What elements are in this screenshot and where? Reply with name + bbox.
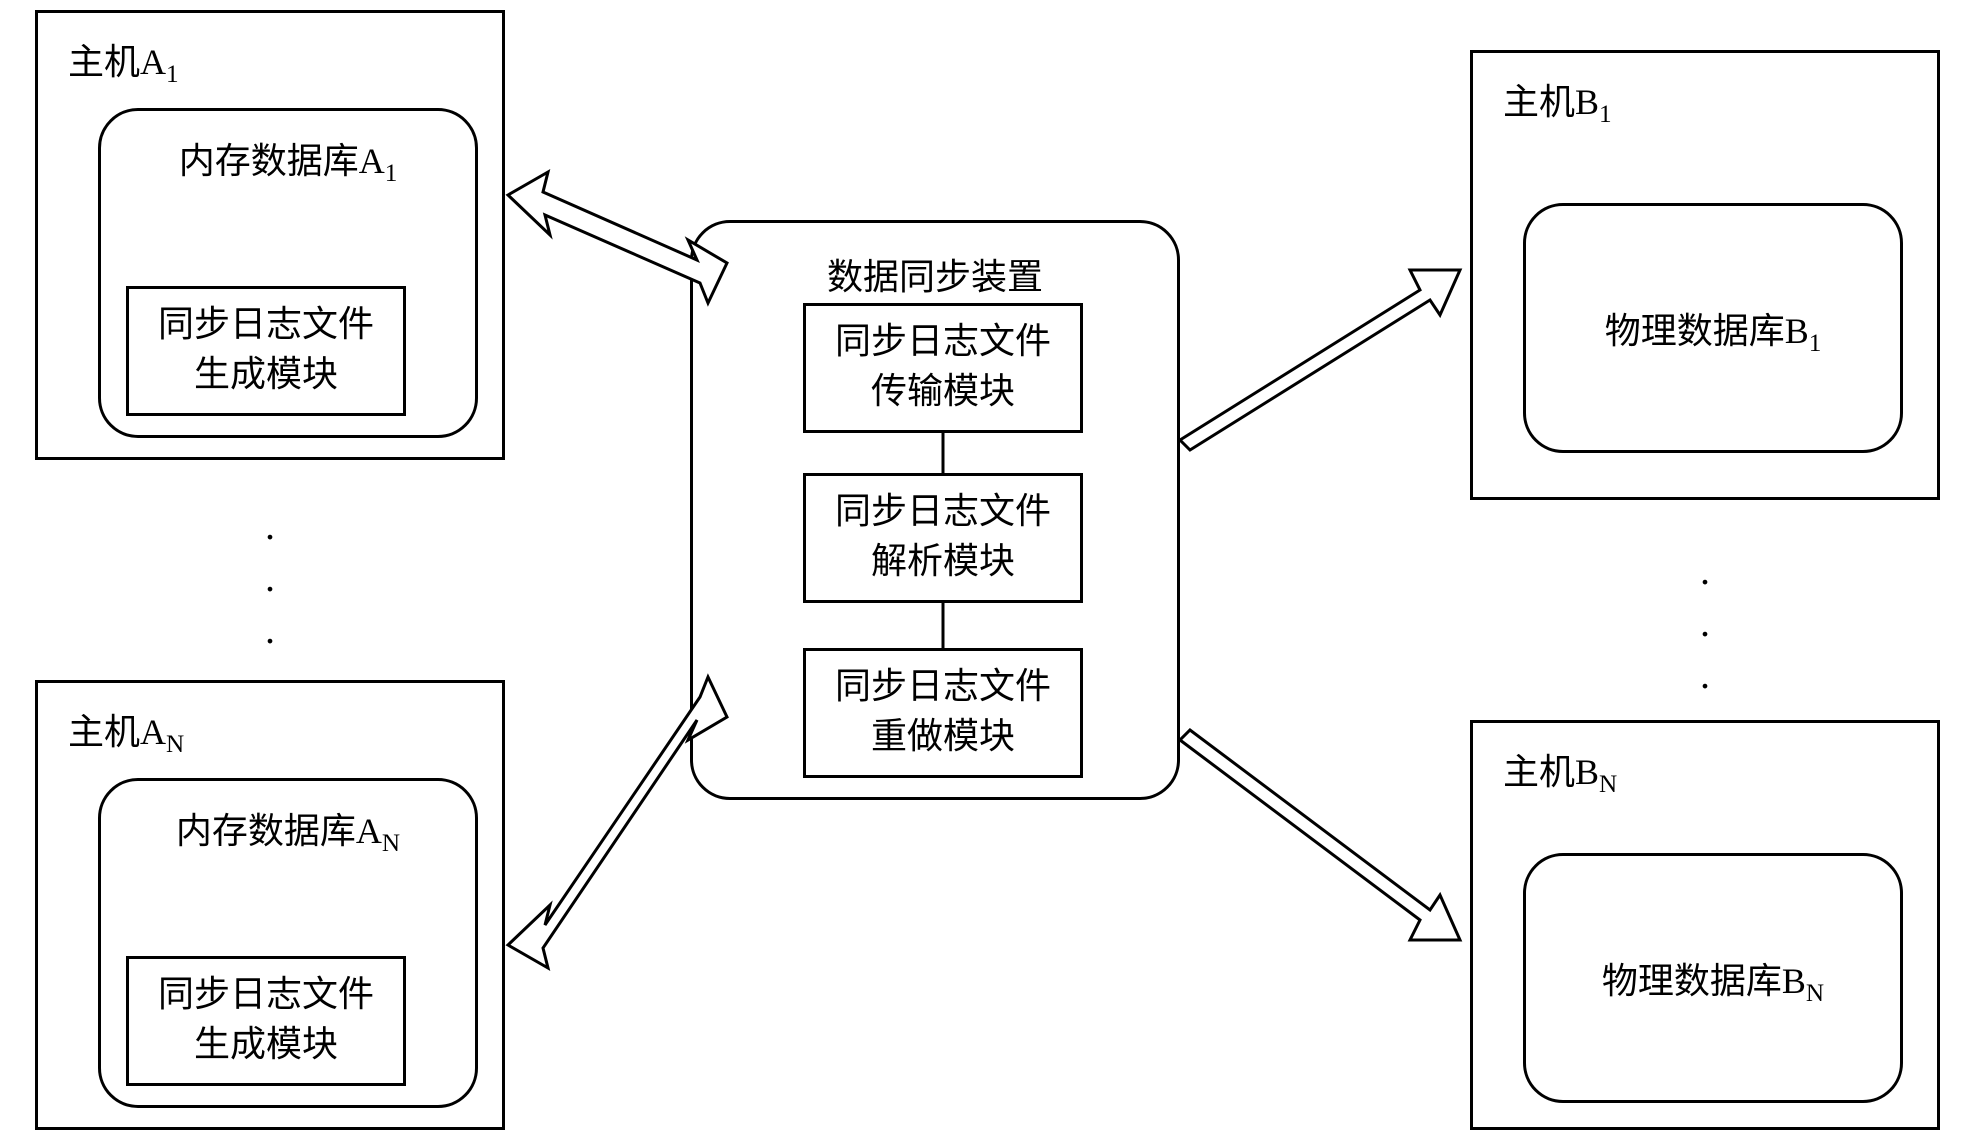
host-bn-label: 主机BN: [1503, 743, 1617, 799]
sync-architecture-diagram: 主机A1 内存数据库A1 同步日志文件 生成模块 ... 主机AN 内存数据库A…: [0, 0, 1961, 1138]
module-a1-box: 同步日志文件 生成模块: [126, 286, 406, 416]
host-b1-box: 主机B1 物理数据库B1: [1470, 50, 1940, 500]
host-bn-box: 主机BN 物理数据库BN: [1470, 720, 1940, 1130]
host-an-label: 主机AN: [68, 703, 184, 759]
host-an-box: 主机AN 内存数据库AN 同步日志文件 生成模块: [35, 680, 505, 1130]
parse-module-box: 同步日志文件 解析模块: [803, 473, 1083, 603]
module-an-box: 同步日志文件 生成模块: [126, 956, 406, 1086]
host-a1-label: 主机A1: [68, 33, 179, 89]
ellipsis-right: ...: [1700, 555, 1710, 711]
ellipsis-left: ...: [265, 510, 275, 666]
module-a1-label: 同步日志文件 生成模块: [129, 289, 403, 410]
db-bn-box: 物理数据库BN: [1523, 853, 1903, 1103]
db-b1-box: 物理数据库B1: [1523, 203, 1903, 453]
redo-module-label: 同步日志文件 重做模块: [806, 651, 1080, 772]
module-an-label: 同步日志文件 生成模块: [129, 959, 403, 1080]
db-an-label: 内存数据库AN: [101, 806, 475, 861]
db-a1-box: 内存数据库A1 同步日志文件 生成模块: [98, 108, 478, 438]
db-b1-label: 物理数据库B1: [1526, 306, 1900, 361]
redo-module-box: 同步日志文件 重做模块: [803, 648, 1083, 778]
parse-module-label: 同步日志文件 解析模块: [806, 476, 1080, 597]
host-b1-label: 主机B1: [1503, 73, 1612, 129]
arrow-b1: [1180, 270, 1460, 450]
arrow-bn: [1180, 730, 1460, 940]
transfer-module-box: 同步日志文件 传输模块: [803, 303, 1083, 433]
db-an-box: 内存数据库AN 同步日志文件 生成模块: [98, 778, 478, 1108]
transfer-module-label: 同步日志文件 传输模块: [806, 306, 1080, 427]
sync-device-title: 数据同步装置: [693, 248, 1177, 300]
sync-device-box: 数据同步装置 同步日志文件 传输模块 同步日志文件 解析模块 同步日志文件 重做…: [690, 220, 1180, 800]
db-a1-label: 内存数据库A1: [101, 136, 475, 191]
db-bn-label: 物理数据库BN: [1526, 956, 1900, 1011]
host-a1-box: 主机A1 内存数据库A1 同步日志文件 生成模块: [35, 10, 505, 460]
